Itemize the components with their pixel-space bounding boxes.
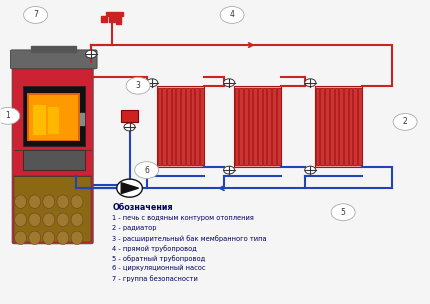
Ellipse shape bbox=[29, 213, 41, 226]
Ellipse shape bbox=[43, 195, 55, 209]
Bar bbox=[121, 110, 138, 122]
Text: 5: 5 bbox=[341, 208, 346, 217]
Bar bbox=[330, 88, 334, 165]
Bar bbox=[27, 93, 80, 141]
Circle shape bbox=[117, 179, 142, 197]
Bar bbox=[263, 88, 267, 165]
Circle shape bbox=[305, 166, 316, 174]
Bar bbox=[335, 88, 338, 165]
Bar bbox=[353, 88, 357, 165]
Bar bbox=[158, 88, 161, 165]
Bar bbox=[23, 86, 85, 146]
Text: Обозначения: Обозначения bbox=[113, 203, 173, 212]
Ellipse shape bbox=[71, 231, 83, 245]
Bar bbox=[116, 13, 121, 24]
Bar bbox=[358, 88, 362, 165]
Bar bbox=[253, 88, 257, 165]
Text: 5 - обратный трубопровод: 5 - обратный трубопровод bbox=[113, 255, 206, 262]
Text: 2: 2 bbox=[403, 117, 408, 126]
Bar bbox=[101, 16, 107, 22]
Bar bbox=[234, 86, 281, 167]
FancyBboxPatch shape bbox=[12, 54, 93, 244]
Bar bbox=[200, 88, 204, 165]
Circle shape bbox=[24, 6, 48, 23]
Circle shape bbox=[86, 50, 97, 58]
Circle shape bbox=[224, 166, 235, 174]
Circle shape bbox=[147, 166, 158, 174]
Circle shape bbox=[224, 79, 235, 87]
Bar bbox=[14, 176, 91, 242]
Bar bbox=[315, 86, 362, 167]
Ellipse shape bbox=[71, 213, 83, 226]
Bar bbox=[339, 88, 343, 165]
Text: 3: 3 bbox=[135, 81, 141, 90]
Text: 1: 1 bbox=[6, 111, 10, 120]
Circle shape bbox=[147, 79, 158, 87]
Ellipse shape bbox=[57, 195, 69, 209]
Bar bbox=[258, 88, 262, 165]
Bar bbox=[23, 150, 85, 170]
Bar bbox=[172, 88, 175, 165]
Circle shape bbox=[305, 79, 316, 87]
Bar bbox=[176, 88, 180, 165]
Text: 4 - прямой трубопровод: 4 - прямой трубопровод bbox=[113, 245, 197, 252]
Bar bbox=[157, 86, 204, 167]
Ellipse shape bbox=[15, 213, 27, 226]
Text: 6: 6 bbox=[144, 166, 149, 174]
Bar bbox=[344, 88, 347, 165]
Text: 2 - радиатор: 2 - радиатор bbox=[113, 225, 157, 231]
Bar bbox=[235, 88, 238, 165]
Bar bbox=[349, 88, 352, 165]
Bar bbox=[277, 88, 280, 165]
Bar bbox=[267, 88, 271, 165]
Ellipse shape bbox=[29, 195, 41, 209]
Bar bbox=[163, 88, 166, 165]
Circle shape bbox=[393, 113, 417, 130]
Polygon shape bbox=[121, 183, 138, 194]
Circle shape bbox=[220, 6, 244, 23]
Bar bbox=[240, 88, 243, 165]
Bar bbox=[157, 86, 204, 167]
Circle shape bbox=[135, 162, 159, 178]
Bar bbox=[106, 12, 123, 16]
Ellipse shape bbox=[43, 213, 55, 226]
Bar bbox=[80, 113, 84, 125]
Bar bbox=[325, 88, 329, 165]
FancyBboxPatch shape bbox=[10, 50, 97, 69]
Ellipse shape bbox=[57, 213, 69, 226]
Bar bbox=[31, 46, 76, 52]
Bar bbox=[249, 88, 252, 165]
Bar bbox=[181, 88, 185, 165]
Ellipse shape bbox=[29, 231, 41, 245]
Bar bbox=[49, 107, 59, 134]
Bar bbox=[29, 95, 78, 140]
Ellipse shape bbox=[15, 195, 27, 209]
Bar bbox=[244, 88, 248, 165]
Text: 1 - печь с водяным контуром отопления: 1 - печь с водяным контуром отопления bbox=[113, 215, 254, 221]
Ellipse shape bbox=[15, 231, 27, 245]
Bar bbox=[190, 88, 194, 165]
Bar bbox=[316, 88, 319, 165]
Circle shape bbox=[331, 204, 355, 221]
Text: 3 - расширительный бак мембранного типа: 3 - расширительный бак мембранного типа bbox=[113, 235, 267, 242]
Ellipse shape bbox=[43, 231, 55, 245]
Bar bbox=[234, 86, 281, 167]
Circle shape bbox=[124, 123, 135, 131]
Text: 7 - группа безопасности: 7 - группа безопасности bbox=[113, 275, 198, 282]
Bar bbox=[315, 86, 362, 167]
Bar bbox=[34, 105, 46, 136]
Bar bbox=[195, 88, 199, 165]
Bar bbox=[109, 16, 115, 22]
Bar bbox=[320, 88, 324, 165]
Circle shape bbox=[0, 107, 20, 124]
Text: 7: 7 bbox=[33, 10, 38, 19]
Bar bbox=[186, 88, 190, 165]
Bar bbox=[167, 88, 171, 165]
Circle shape bbox=[126, 77, 150, 94]
Ellipse shape bbox=[57, 231, 69, 245]
Text: 4: 4 bbox=[230, 10, 234, 19]
Bar bbox=[272, 88, 276, 165]
Ellipse shape bbox=[71, 195, 83, 209]
Text: 6 - циркуляционный насос: 6 - циркуляционный насос bbox=[113, 265, 206, 271]
